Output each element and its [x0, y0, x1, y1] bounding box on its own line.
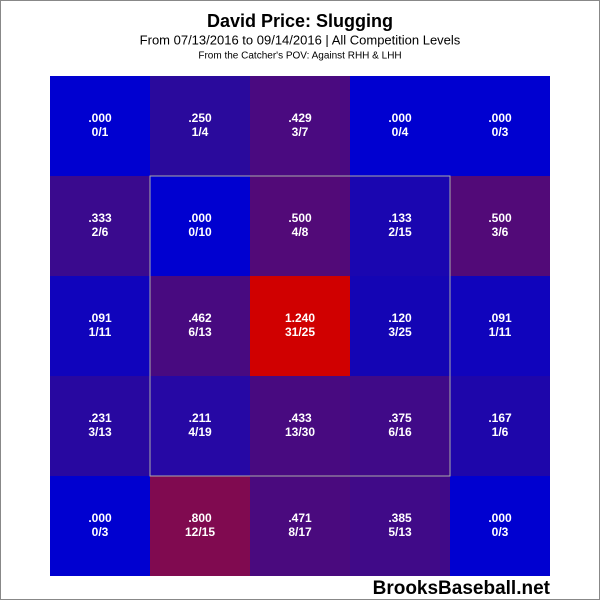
cell-value-label: .500	[488, 211, 512, 225]
cell-count-label: 4/19	[188, 425, 212, 439]
cell-value-label: .250	[188, 111, 212, 125]
cell-value-label: .000	[188, 211, 212, 225]
cell-count-label: 1/11	[89, 325, 112, 339]
cell-value-label: .462	[188, 311, 212, 325]
heat-cell	[350, 476, 450, 576]
chart-subtitle: From 07/13/2016 to 09/14/2016 | All Comp…	[140, 32, 461, 47]
cell-value-label: .500	[288, 211, 312, 225]
heat-cell	[150, 176, 250, 276]
cell-value-label: .167	[488, 411, 512, 425]
cell-count-label: 0/1	[92, 125, 109, 139]
cell-count-label: 8/17	[288, 525, 312, 539]
heat-cell	[350, 276, 450, 376]
cell-count-label: 6/13	[188, 325, 212, 339]
cell-value-label: .091	[488, 311, 512, 325]
cell-count-label: 3/25	[388, 325, 412, 339]
cell-count-label: 5/13	[388, 525, 412, 539]
cell-value-label: .231	[88, 411, 112, 425]
cell-count-label: 1/4	[192, 125, 209, 139]
cell-count-label: 0/10	[188, 225, 212, 239]
cell-count-label: 4/8	[292, 225, 309, 239]
heat-cell	[50, 76, 150, 176]
heat-cell	[250, 376, 350, 476]
cell-count-label: 2/6	[92, 225, 109, 239]
heat-cell	[250, 476, 350, 576]
heat-cell	[250, 176, 350, 276]
heat-cell	[450, 476, 550, 576]
heat-cell	[450, 376, 550, 476]
cell-value-label: .091	[88, 311, 112, 325]
cell-value-label: .429	[288, 111, 312, 125]
heat-cell	[250, 76, 350, 176]
heat-cell	[350, 176, 450, 276]
cell-value-label: 1.240	[285, 311, 315, 325]
heat-cell	[450, 276, 550, 376]
cell-count-label: 2/15	[388, 225, 412, 239]
heat-cell	[250, 276, 350, 376]
cell-count-label: 0/3	[92, 525, 109, 539]
cell-value-label: .375	[388, 411, 412, 425]
cell-value-label: .000	[488, 511, 512, 525]
cell-value-label: .333	[88, 211, 112, 225]
heat-cell	[150, 476, 250, 576]
cell-count-label: 0/3	[492, 125, 509, 139]
strike-zone	[149, 175, 451, 477]
cell-count-label: 31/25	[285, 325, 315, 339]
heat-cell	[450, 176, 550, 276]
heat-cell	[50, 276, 150, 376]
chart-title: David Price: Slugging	[207, 11, 393, 31]
watermark: BrooksBaseball.net	[373, 578, 551, 599]
heat-cell	[50, 176, 150, 276]
cell-count-label: 13/30	[285, 425, 315, 439]
cell-count-label: 3/6	[492, 225, 509, 239]
cell-count-label: 3/13	[88, 425, 112, 439]
cell-value-label: .211	[189, 411, 212, 425]
heat-cell	[350, 376, 450, 476]
cell-count-label: 12/15	[185, 525, 215, 539]
cell-value-label: .471	[288, 511, 312, 525]
chart-note: From the Catcher's POV: Against RHH & LH…	[198, 51, 401, 62]
cell-count-label: 1/11	[489, 325, 512, 339]
cell-count-label: 6/16	[388, 425, 412, 439]
cell-count-label: 3/7	[292, 125, 309, 139]
cell-value-label: .385	[388, 511, 412, 525]
cell-value-label: .000	[488, 111, 512, 125]
cell-value-label: .000	[88, 111, 112, 125]
cell-value-label: .133	[388, 211, 412, 225]
heat-cell	[450, 76, 550, 176]
cell-value-label: .000	[88, 511, 112, 525]
cell-value-label: .800	[188, 511, 212, 525]
cell-count-label: 1/6	[492, 425, 509, 439]
cell-value-label: .433	[288, 411, 312, 425]
heat-cell	[50, 476, 150, 576]
cell-count-label: 0/4	[392, 125, 409, 139]
heat-cell	[150, 276, 250, 376]
heat-cell	[150, 376, 250, 476]
cell-value-label: .120	[388, 311, 412, 325]
cell-count-label: 0/3	[492, 525, 509, 539]
heat-cell	[50, 376, 150, 476]
cell-value-label: .000	[388, 111, 412, 125]
heat-cell	[150, 76, 250, 176]
heat-cell	[350, 76, 450, 176]
